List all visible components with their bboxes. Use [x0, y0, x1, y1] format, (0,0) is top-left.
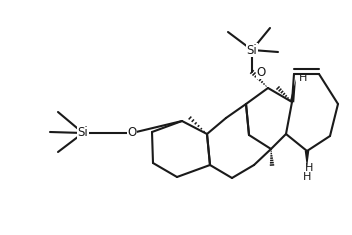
Polygon shape	[290, 79, 296, 102]
Text: H: H	[299, 73, 307, 83]
Text: H: H	[305, 163, 313, 173]
Text: Si: Si	[78, 126, 88, 140]
Text: O: O	[256, 66, 265, 78]
Polygon shape	[305, 151, 309, 168]
Text: O: O	[127, 126, 137, 140]
Text: H: H	[303, 172, 311, 182]
Text: Si: Si	[247, 43, 257, 56]
